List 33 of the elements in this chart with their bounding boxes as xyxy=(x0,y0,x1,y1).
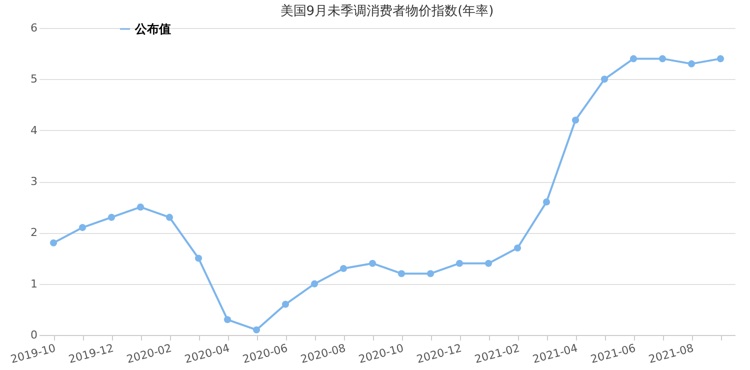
point xyxy=(108,214,116,221)
y-tick-label: 0 xyxy=(30,328,38,342)
point xyxy=(310,280,318,288)
point xyxy=(688,60,696,68)
point xyxy=(542,198,550,206)
y-tick-label: 3 xyxy=(30,175,38,188)
point xyxy=(514,244,522,252)
point xyxy=(166,214,174,221)
y-tick-label: 1 xyxy=(30,277,38,290)
legend-label: 公布值 xyxy=(134,22,171,36)
chart-title: 美国9月未季调消费者物价指数(年率) xyxy=(280,3,494,19)
point xyxy=(136,204,144,211)
point xyxy=(426,270,434,278)
point xyxy=(572,116,580,124)
point xyxy=(224,316,232,324)
y-tick-label: 4 xyxy=(30,124,38,137)
y-tick-label: 2 xyxy=(30,226,38,240)
point xyxy=(456,260,464,267)
point xyxy=(78,224,86,232)
y-tick-label: 5 xyxy=(30,72,38,86)
point xyxy=(600,76,608,83)
point xyxy=(368,260,376,267)
point xyxy=(658,55,666,62)
point xyxy=(252,326,260,334)
point xyxy=(630,55,638,62)
point xyxy=(484,260,492,267)
point xyxy=(398,270,406,278)
point xyxy=(282,300,290,308)
y-tick-label: 6 xyxy=(30,22,38,34)
point xyxy=(716,55,724,62)
point xyxy=(50,239,58,246)
point xyxy=(340,264,348,272)
point xyxy=(194,254,202,262)
